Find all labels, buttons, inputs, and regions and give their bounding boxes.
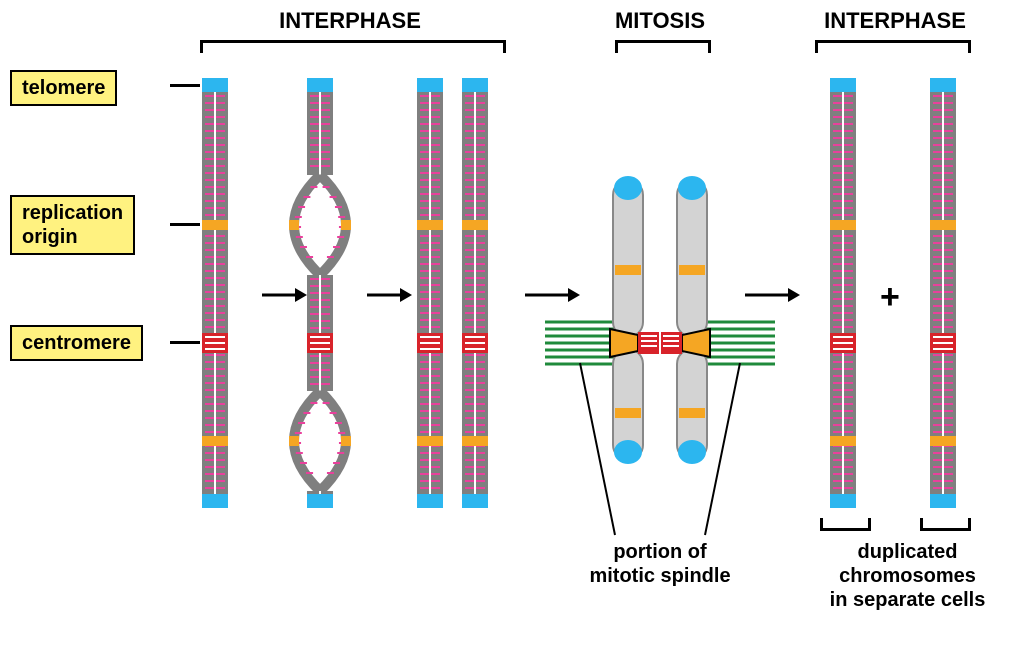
caption-duplicated: duplicated chromosomes in separate cells: [810, 540, 1005, 612]
bracket-daughter-2: [920, 518, 971, 531]
arrow-3: [525, 285, 580, 305]
arrow-4: [745, 285, 800, 305]
plus-sign: +: [880, 278, 900, 317]
caption-spindle: portion of mitotic spindle: [570, 540, 750, 588]
arrow-2: [367, 285, 412, 305]
arrow-1: [262, 285, 307, 305]
bracket-daughter-1: [820, 518, 871, 531]
